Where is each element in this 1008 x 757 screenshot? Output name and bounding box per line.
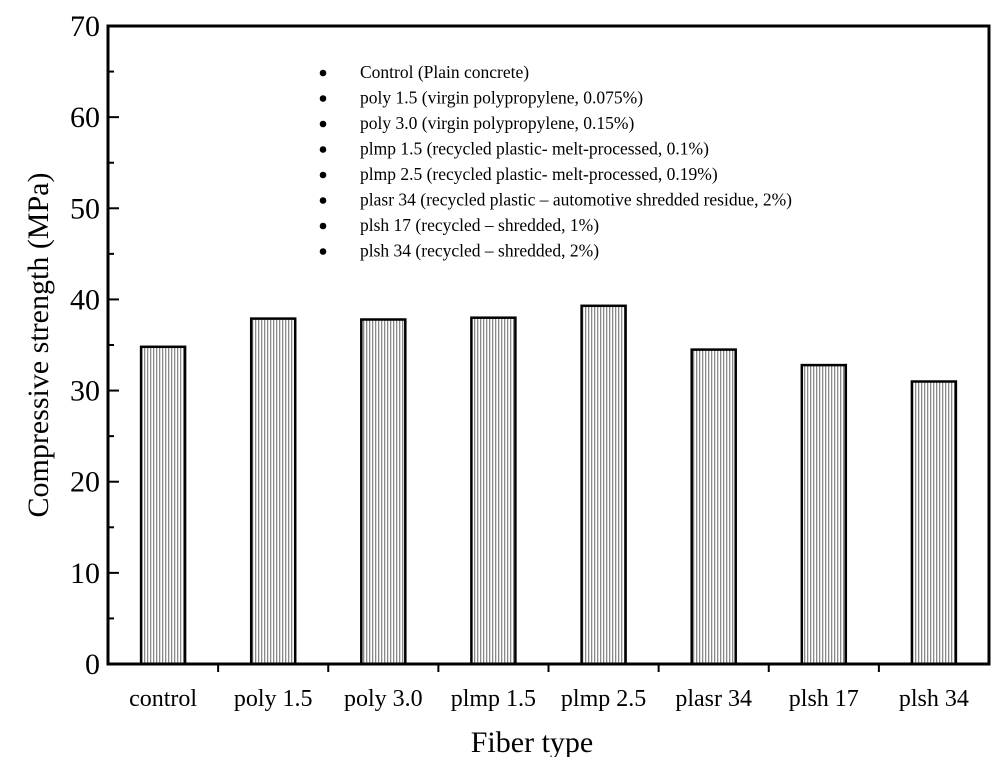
legend-bullet: [319, 146, 327, 153]
y-tick-label: 60: [70, 101, 100, 134]
x-tick-label: poly 3.0: [344, 686, 423, 712]
bar-plmp-2-5: [580, 304, 627, 666]
legend-entry: poly 3.0 (virgin polypropylene, 0.15%): [360, 113, 634, 133]
x-axis: control poly 1.5 poly 3.0 plmp 1.5 plmp 2.5 p…: [129, 664, 969, 712]
legend-bullet: [319, 248, 327, 255]
legend-entry: Control (Plain concrete): [360, 62, 529, 82]
y-axis-title: Compressive strength (MPa): [22, 173, 55, 518]
legend-entry: plmp 1.5 (recycled plastic- melt-process…: [360, 139, 709, 159]
legend-bullet: [319, 69, 327, 77]
legend: Control (Plain concrete) poly 1.5 (virgin…: [319, 62, 792, 261]
x-tick-label: plsh 17: [789, 686, 859, 712]
y-tick-label: 10: [70, 557, 100, 590]
legend-entry: plasr 34 (recycled plastic – automotive …: [360, 190, 792, 210]
y-axis: 0 10 20 30 40 50 60 70: [70, 10, 119, 681]
legend-bullet: [319, 197, 327, 204]
y-tick-label: 70: [70, 10, 100, 43]
legend-bullet: [319, 222, 327, 230]
x-tick-label: plmp 1.5: [451, 686, 536, 712]
y-tick-label: 0: [85, 648, 100, 681]
y-tick-label: 50: [70, 192, 100, 225]
y-tick-label: 20: [70, 466, 100, 499]
x-tick-label: plsh 34: [899, 686, 969, 712]
bar-plasr-34: [690, 348, 737, 666]
y-tick-label: 30: [70, 375, 100, 408]
legend-entry: plsh 34 (recycled – shredded, 2%): [360, 241, 599, 261]
x-tick-label: control: [129, 686, 197, 712]
bar-plsh-34: [910, 380, 958, 666]
legend-bullet: [319, 95, 327, 102]
bar-plmp-1-5: [470, 316, 517, 666]
legend-entry: plmp 2.5 (recycled plastic- melt-process…: [360, 164, 718, 184]
bars-group: [139, 304, 958, 666]
legend-bullet: [319, 120, 327, 128]
bar-plsh-17: [800, 363, 848, 666]
y-tick-label: 40: [70, 283, 100, 316]
x-tick-label: poly 1.5: [234, 686, 313, 712]
bar-poly-3-0: [360, 318, 407, 666]
x-tick-label: plasr 34: [675, 686, 752, 712]
bar-poly-1-5: [249, 317, 297, 666]
legend-entry: poly 1.5 (virgin polypropylene, 0.075%): [360, 88, 643, 108]
legend-entry: plsh 17 (recycled – shredded, 1%): [360, 215, 599, 235]
x-axis-title: Fiber type: [471, 726, 593, 757]
x-tick-label: plmp 2.5: [561, 686, 646, 712]
legend-bullet: [319, 171, 327, 179]
bar-control: [139, 345, 187, 666]
